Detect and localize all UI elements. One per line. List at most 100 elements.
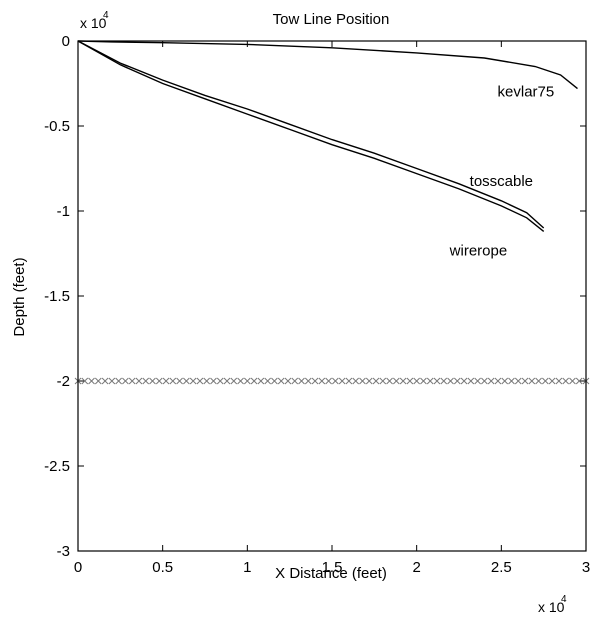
- x-marker: [108, 377, 116, 385]
- x-marker: [359, 377, 366, 385]
- x-tick-label: 1: [243, 559, 251, 576]
- x-multiplier-base: x 10: [538, 599, 565, 615]
- x-marker: [122, 377, 129, 385]
- x-marker: [386, 377, 393, 385]
- x-marker: [135, 377, 143, 385]
- x-marker: [223, 377, 231, 385]
- x-axis-label: X Distance (feet): [275, 565, 387, 582]
- x-tick-label: 0: [74, 559, 82, 576]
- x-marker: [284, 377, 292, 385]
- x-marker: [514, 377, 522, 385]
- y-axis-ticks: 0 -0.5 -1 -1.5 -2 -2.5 -3: [44, 33, 586, 560]
- y-multiplier-base: x 10: [80, 15, 107, 31]
- x-marker: [162, 377, 170, 385]
- x-marker: [365, 377, 373, 385]
- x-marker: [230, 377, 238, 385]
- x-marker: [399, 377, 407, 385]
- x-marker: [555, 377, 563, 385]
- x-marker: [372, 377, 380, 385]
- y-tick-label: 0: [62, 33, 70, 50]
- x-marker: [379, 377, 387, 385]
- series-line-tosscable: [77, 40, 545, 229]
- y-axis-label: Depth (feet): [11, 257, 28, 336]
- x-marker: [264, 377, 272, 385]
- x-multiplier: x 10 4: [538, 594, 567, 615]
- x-marker: [81, 377, 89, 385]
- y-tick-label: -3: [57, 543, 70, 560]
- x-marker: [426, 377, 434, 385]
- x-marker: [243, 377, 251, 385]
- x-marker: [413, 377, 421, 385]
- x-tick-label: 1.5: [322, 559, 343, 576]
- x-marker: [189, 377, 197, 385]
- x-marker: [433, 377, 441, 385]
- x-multiplier-exponent: 4: [561, 594, 567, 605]
- x-marker: [318, 377, 326, 385]
- x-marker: [562, 377, 570, 385]
- x-marker: [406, 377, 414, 385]
- series-label-tosscable: tosscable: [470, 173, 533, 190]
- x-marker: [169, 377, 177, 385]
- x-marker: [575, 377, 583, 385]
- x-marker: [453, 377, 461, 385]
- series-line-kevlar75: [77, 40, 578, 90]
- x-marker: [332, 377, 339, 385]
- x-marker: [521, 377, 529, 385]
- x-marker: [345, 377, 353, 385]
- x-marker: [460, 377, 468, 385]
- x-marker: [481, 377, 488, 385]
- x-marker: [88, 377, 95, 385]
- x-axis-ticks: 0 0.5 1 1.5 2 2.5 3: [74, 41, 590, 576]
- x-marker: [501, 377, 509, 385]
- series-label-kevlar75: kevlar75: [498, 84, 555, 101]
- y-tick-label: -2.5: [44, 458, 70, 475]
- x-marker: [101, 377, 109, 385]
- x-tick-label: 0.5: [152, 559, 173, 576]
- x-marker: [487, 377, 495, 385]
- series-line-wirerope: [77, 40, 545, 232]
- x-marker: [352, 377, 360, 385]
- x-marker: [176, 377, 183, 385]
- x-marker: [142, 377, 150, 385]
- x-marker: [250, 377, 258, 385]
- series-label-wirerope: wirerope: [449, 242, 508, 259]
- x-marker: [271, 377, 278, 385]
- y-multiplier-exponent: 4: [103, 10, 109, 21]
- series-lines: kevlar75 tosscable wirerope: [77, 40, 578, 259]
- x-marker: [128, 377, 136, 385]
- x-marker: [196, 377, 204, 385]
- x-marker: [277, 377, 285, 385]
- x-marker: [338, 377, 346, 385]
- x-marker: [298, 377, 305, 385]
- x-marker: [569, 377, 576, 385]
- x-marker: [542, 377, 549, 385]
- x-marker: [508, 377, 515, 385]
- x-marker: [474, 377, 481, 385]
- x-marker: [237, 377, 244, 385]
- y-multiplier: x 10 4: [80, 10, 109, 31]
- chart-title: Tow Line Position: [273, 11, 390, 28]
- x-marker: [216, 377, 224, 385]
- x-tick-label: 2: [412, 559, 420, 576]
- x-marker: [325, 377, 332, 385]
- x-tick-label: 2.5: [491, 559, 512, 576]
- x-marker: [149, 377, 156, 385]
- x-marker: [210, 377, 217, 385]
- x-marker: [257, 377, 265, 385]
- x-marker: [94, 377, 102, 385]
- x-marker: [467, 377, 475, 385]
- x-tick-label: 3: [582, 559, 590, 576]
- x-marker: [494, 377, 502, 385]
- y-tick-label: -2: [57, 373, 70, 390]
- x-marker: [535, 377, 542, 385]
- x-marker: [420, 377, 427, 385]
- x-marker: [183, 377, 190, 385]
- x-marker: [392, 377, 400, 385]
- x-marker: [291, 377, 299, 385]
- x-marker: [548, 377, 556, 385]
- x-marker: [528, 377, 536, 385]
- plot-frame: [77, 40, 587, 552]
- x-marker: [203, 377, 211, 385]
- reference-marker-line: [74, 377, 590, 385]
